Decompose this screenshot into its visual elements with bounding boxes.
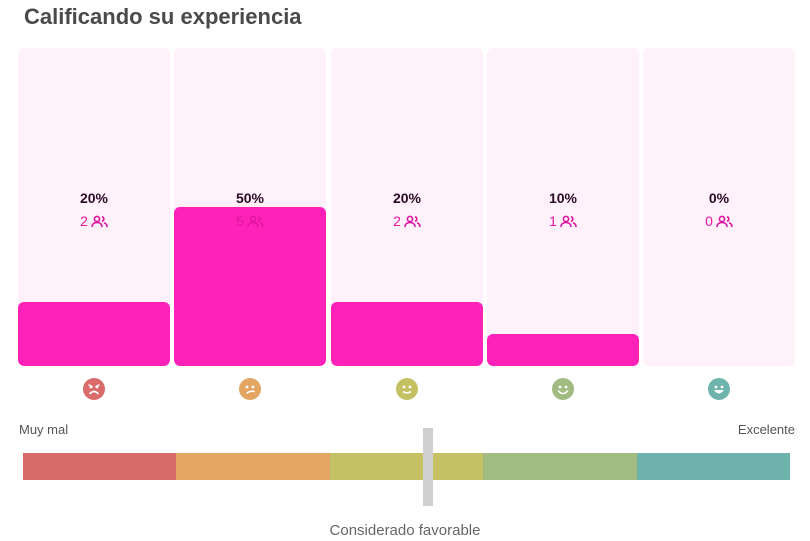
sad-face-icon [83, 378, 105, 400]
scale-left-label: Muy mal [19, 422, 69, 437]
favorable-marker [423, 428, 433, 506]
respondent-count: 0 [643, 213, 795, 229]
count-value: 2 [393, 213, 401, 229]
percent-label: 0% [708, 190, 730, 206]
scale-segment [23, 453, 177, 480]
bar [174, 207, 326, 366]
percent-label: 10% [548, 190, 578, 206]
bar [331, 302, 483, 366]
respondent-count: 1 [487, 213, 639, 229]
scale-segment [483, 453, 637, 480]
users-icon [244, 213, 264, 229]
neutral-face-icon [396, 378, 418, 400]
scale-segment [329, 453, 484, 480]
users-icon [401, 213, 421, 229]
page-title: Calificando su experiencia [24, 4, 302, 29]
bar [18, 302, 170, 366]
users-icon [88, 213, 108, 229]
respondent-count: 5 [174, 213, 326, 229]
confused-face-icon [239, 378, 261, 400]
smiling-face-icon [552, 378, 574, 400]
users-icon [713, 213, 733, 229]
count-value: 1 [549, 213, 557, 229]
bar-column: 20% 2 [18, 48, 170, 366]
respondent-count: 2 [18, 213, 170, 229]
scale-segment [176, 453, 330, 480]
scale-segment [636, 453, 790, 480]
scale-right-label: Excelente [737, 422, 795, 437]
percent-label: 20% [79, 190, 109, 206]
percent-label: 50% [235, 190, 265, 206]
respondent-count: 2 [331, 213, 483, 229]
percent-label: 20% [392, 190, 422, 206]
laughing-face-icon [708, 378, 730, 400]
bar-column: 0% 0 [643, 48, 795, 366]
bar [487, 334, 639, 366]
count-value: 2 [80, 213, 88, 229]
count-value: 0 [705, 213, 713, 229]
users-icon [557, 213, 577, 229]
bar-column: 50% 5 [174, 48, 326, 366]
count-value: 5 [236, 213, 244, 229]
bar-column: 10% 1 [487, 48, 639, 366]
bar-column: 20% 2 [331, 48, 483, 366]
favorable-label: Considerado favorable [329, 522, 481, 539]
